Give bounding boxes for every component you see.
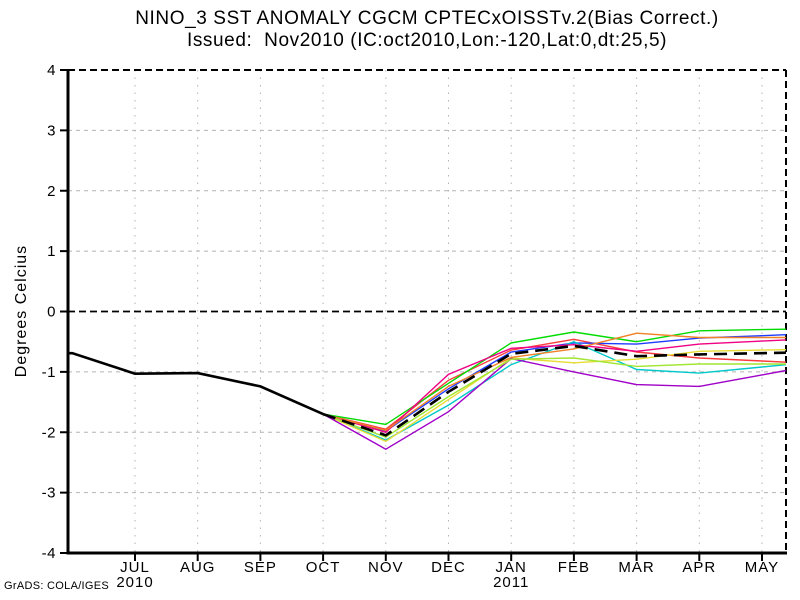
series-line-member-yellowgreen — [322, 357, 786, 438]
y-tick-label: 2 — [47, 183, 56, 200]
series-line-member-cyan — [322, 340, 787, 441]
y-tick-label: -4 — [42, 545, 56, 562]
title-block: NINO_3 SST ANOMALY CGCM CPTECxOISSTv.2(B… — [54, 8, 800, 52]
grads-credit: GrADS: COLA/IGES — [4, 580, 110, 592]
chart-title: NINO_3 SST ANOMALY CGCM CPTECxOISSTv.2(B… — [135, 8, 719, 29]
y-tick-label: -3 — [42, 485, 56, 502]
x-tick-label: FEB — [558, 559, 590, 576]
x-tick-label: OCT — [306, 559, 341, 576]
series-line-member-orange — [322, 332, 786, 432]
series-line-member-purple — [322, 357, 787, 451]
x-tick-label: APR — [682, 559, 716, 576]
y-axis-label: Degrees Celcius — [13, 244, 30, 378]
series-line-ensemble-mean — [322, 344, 787, 437]
series-line-member-blue — [322, 334, 787, 432]
chart-subtitle: Issued: Nov2010 (IC:oct2010,Lon:-120,Lat… — [186, 29, 668, 51]
x-tick-year-label: 2010 — [116, 574, 153, 591]
x-tick-year-label: 2011 — [493, 574, 529, 591]
x-tick-label: JAN — [496, 559, 527, 576]
x-tick-label: NOV — [368, 559, 404, 576]
series-line-observed — [68, 351, 324, 416]
series-line-member-green — [322, 328, 787, 426]
x-tick-label: MAR — [618, 559, 654, 576]
series-line-member-magenta — [322, 339, 787, 434]
y-tick-label: 4 — [47, 62, 56, 79]
series-line-member-yellow — [322, 349, 787, 443]
x-tick-label: AUG — [180, 559, 216, 576]
x-tick-label: MAY — [745, 559, 779, 576]
y-tick-label: 0 — [47, 304, 56, 321]
y-tick-label: 3 — [47, 122, 56, 139]
y-tick-label: -1 — [42, 364, 56, 381]
x-tick-label: DEC — [431, 559, 466, 576]
y-tick-label: 1 — [47, 243, 56, 260]
y-tick-label: -2 — [42, 424, 56, 441]
x-tick-label: SEP — [244, 559, 277, 576]
x-tick-label: JUL — [120, 559, 150, 576]
